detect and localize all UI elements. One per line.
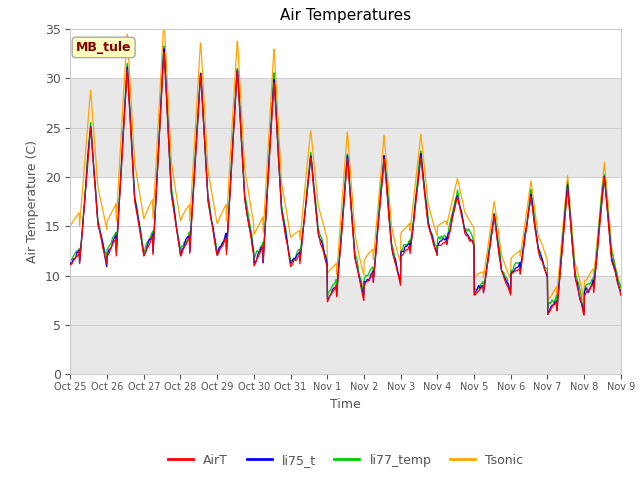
Bar [70,276,621,374]
Text: MB_tule: MB_tule [76,41,131,54]
Y-axis label: Air Temperature (C): Air Temperature (C) [26,140,39,263]
X-axis label: Time: Time [330,397,361,410]
Title: Air Temperatures: Air Temperatures [280,9,411,24]
Bar [70,78,621,177]
Legend: AirT, li75_t, li77_temp, Tsonic: AirT, li75_t, li77_temp, Tsonic [163,449,528,472]
